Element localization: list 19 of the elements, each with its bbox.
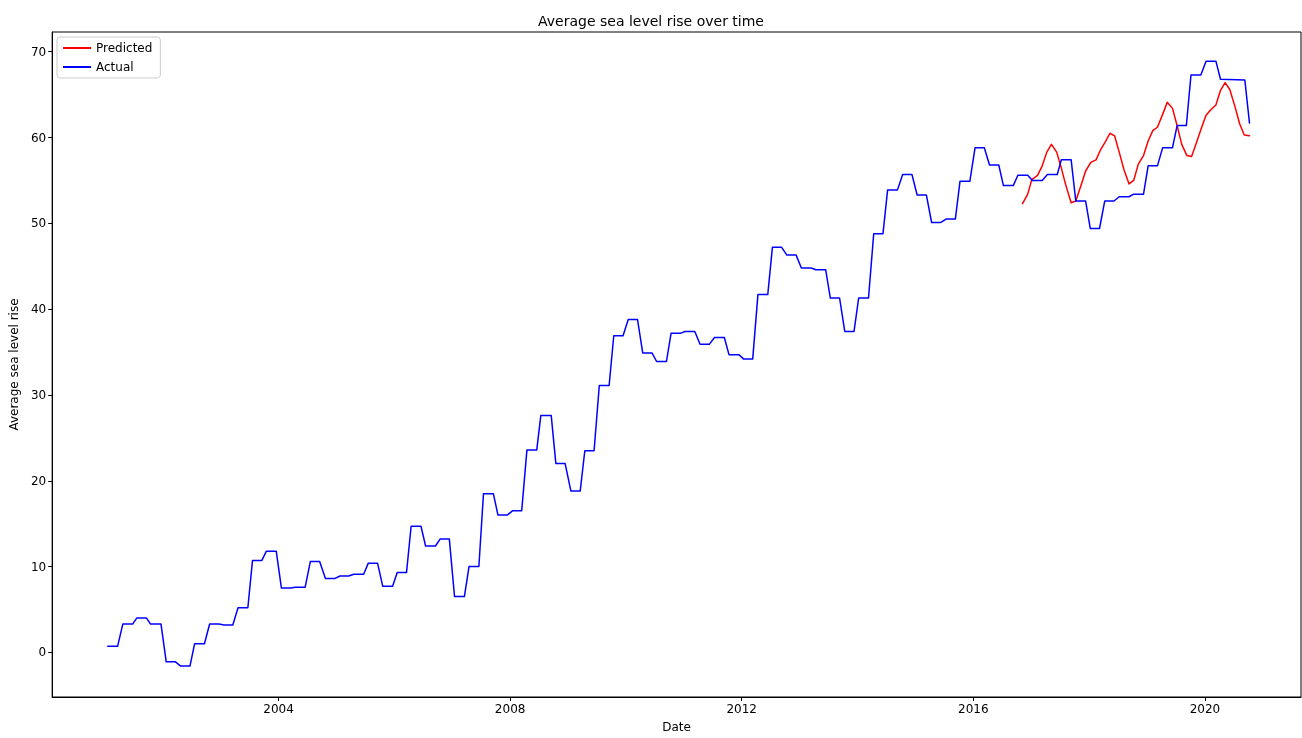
y-tick-label: 60 — [30, 130, 47, 145]
chart-title: Average sea level rise over time — [538, 13, 764, 29]
legend-label: Actual — [96, 60, 134, 74]
y-axis-title: Average sea level rise — [7, 298, 21, 431]
y-tick-label: 10 — [30, 559, 47, 574]
x-axis-title: Date — [662, 720, 691, 734]
y-tick-label: 20 — [30, 473, 47, 488]
y-tick-label: 30 — [30, 387, 47, 402]
x-tick-label: 2020 — [1189, 702, 1221, 716]
line-series — [1021, 81, 1251, 205]
y-tick-label: 70 — [30, 44, 47, 59]
y-tick-label: 0 — [38, 645, 47, 660]
y-tick-label: 50 — [30, 216, 47, 231]
legend-label: Predicted — [96, 41, 153, 55]
y-tick-label: 40 — [30, 302, 47, 317]
x-tick-label: 2012 — [726, 702, 757, 716]
x-tick-label: 2016 — [958, 702, 989, 716]
x-tick-label: 2004 — [263, 702, 294, 716]
x-tick-label: 2008 — [494, 702, 526, 716]
